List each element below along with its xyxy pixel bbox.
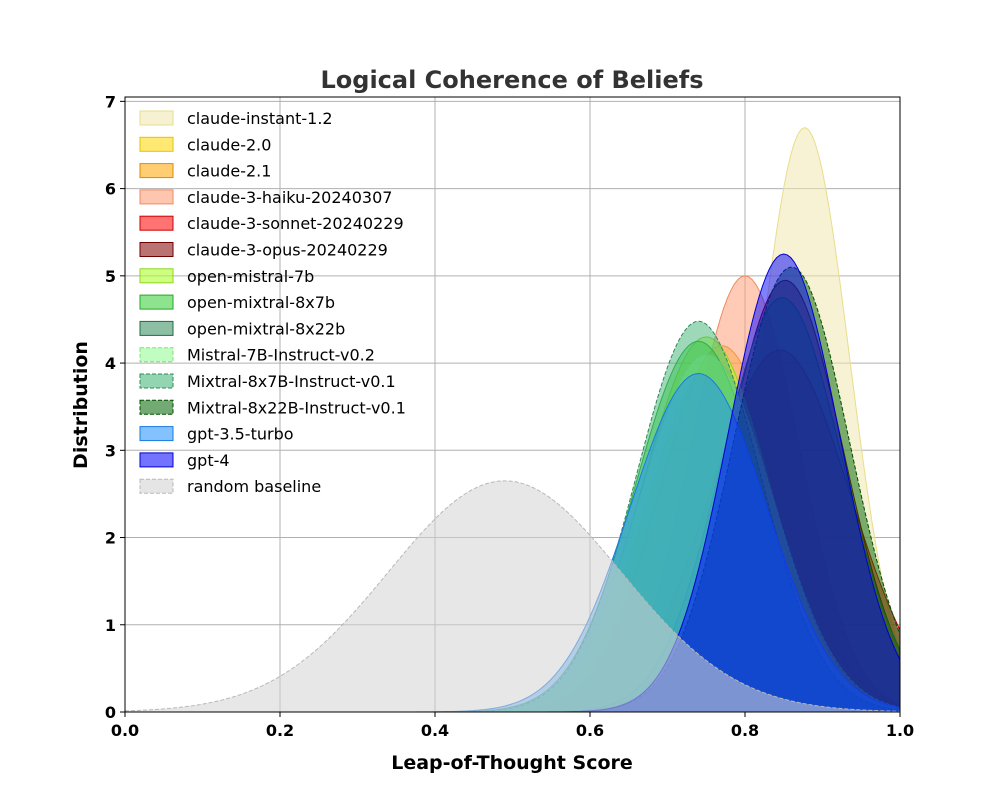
legend-label: claude-2.0 [187, 135, 271, 154]
legend-swatch [139, 320, 174, 336]
y-axis-label: Distribution [70, 341, 92, 469]
legend-label: Mistral-7B-Instruct-v0.2 [187, 346, 375, 365]
legend-swatch [139, 373, 174, 389]
y-tick-label: 1 [105, 616, 116, 635]
legend-swatch [139, 163, 174, 179]
y-tick-label: 3 [105, 441, 116, 460]
legend-swatch [139, 242, 174, 257]
x-tick-label: 0.2 [266, 721, 294, 740]
area-random-baseline [125, 480, 900, 712]
y-tick-label: 2 [105, 529, 116, 548]
curve-random-baseline [124, 480, 901, 712]
legend-label: claude-3-opus-20240229 [187, 241, 388, 260]
legend-label: random baseline [187, 477, 321, 496]
legend-label: Mixtral-8x22B-Instruct-v0.1 [187, 398, 406, 417]
x-tick-label: 0.4 [421, 721, 449, 740]
legend-swatch [139, 399, 174, 415]
y-tick-label: 0 [105, 703, 116, 722]
legend-swatch [139, 294, 174, 310]
legend-swatch [139, 452, 174, 468]
y-tick-label: 5 [105, 267, 116, 286]
legend-swatch [139, 478, 174, 494]
legend-label: Mixtral-8x7B-Instruct-v0.1 [187, 372, 396, 391]
y-tick-label: 6 [105, 180, 116, 199]
legend: claude-instant-1.2 claude-2.0 claude-2.1 cl… [139, 109, 406, 496]
legend-label: open-mixtral-8x22b [187, 319, 345, 338]
legend-swatch [139, 347, 174, 363]
legend-label: open-mistral-7b [187, 267, 314, 286]
legend-swatch [139, 189, 174, 205]
plot-frame [124, 96, 901, 713]
legend-label: claude-instant-1.2 [187, 109, 333, 128]
x-tick-label: 0.8 [731, 721, 759, 740]
x-tick-label: 1.0 [886, 721, 914, 740]
legend-swatch [139, 268, 174, 284]
legend-label: claude-3-sonnet-20240229 [187, 214, 404, 233]
area-gpt-4 [125, 254, 900, 712]
legend-label: open-mixtral-8x7b [187, 293, 335, 312]
x-axis-label: Leap-of-Thought Score [391, 752, 633, 774]
legend-swatch [139, 136, 174, 152]
legend-swatch [139, 426, 174, 442]
y-tick-label: 4 [105, 354, 116, 373]
legend-label: gpt-3.5-turbo [187, 425, 294, 444]
legend-label: claude-2.1 [187, 162, 271, 181]
x-tick-label: 0.6 [576, 721, 604, 740]
y-tick-label: 7 [105, 92, 116, 111]
legend-swatch [139, 110, 174, 126]
legend-swatch [139, 215, 174, 231]
chart-title: Logical Coherence of Beliefs [320, 66, 703, 94]
axis-ticks: 0.0 0.2 0.4 0.6 0.8 1.0 0 1 2 3 4 5 6 7 [105, 92, 914, 740]
legend-label: claude-3-haiku-20240307 [187, 188, 392, 207]
x-tick-label: 0.0 [111, 721, 139, 740]
legend-label: gpt-4 [187, 451, 230, 470]
